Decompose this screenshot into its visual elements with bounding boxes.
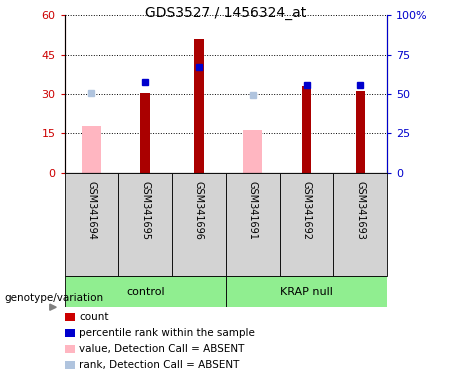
Bar: [65, 276, 226, 307]
Bar: [140, 93, 150, 173]
Bar: [280, 173, 333, 276]
Bar: [301, 86, 311, 173]
Text: value, Detection Call = ABSENT: value, Detection Call = ABSENT: [79, 344, 245, 354]
Text: GSM341694: GSM341694: [86, 181, 96, 240]
Bar: [82, 126, 101, 173]
Text: control: control: [126, 287, 165, 297]
Text: GSM341691: GSM341691: [248, 181, 258, 240]
Bar: [172, 173, 226, 276]
Bar: [243, 129, 262, 173]
Text: GDS3527 / 1456324_at: GDS3527 / 1456324_at: [145, 6, 307, 20]
Text: GSM341696: GSM341696: [194, 181, 204, 240]
Text: GSM341695: GSM341695: [140, 181, 150, 240]
Bar: [194, 39, 204, 173]
Text: percentile rank within the sample: percentile rank within the sample: [79, 328, 255, 338]
Bar: [65, 173, 118, 276]
Bar: [355, 91, 365, 173]
Polygon shape: [50, 304, 56, 310]
Bar: [226, 173, 280, 276]
Bar: [333, 173, 387, 276]
Text: count: count: [79, 312, 109, 322]
Text: rank, Detection Call = ABSENT: rank, Detection Call = ABSENT: [79, 360, 240, 370]
Text: GSM341692: GSM341692: [301, 181, 312, 240]
Bar: [118, 173, 172, 276]
Text: KRAP null: KRAP null: [280, 287, 333, 297]
Text: genotype/variation: genotype/variation: [5, 293, 104, 303]
Text: GSM341693: GSM341693: [355, 181, 366, 240]
Bar: [226, 276, 387, 307]
